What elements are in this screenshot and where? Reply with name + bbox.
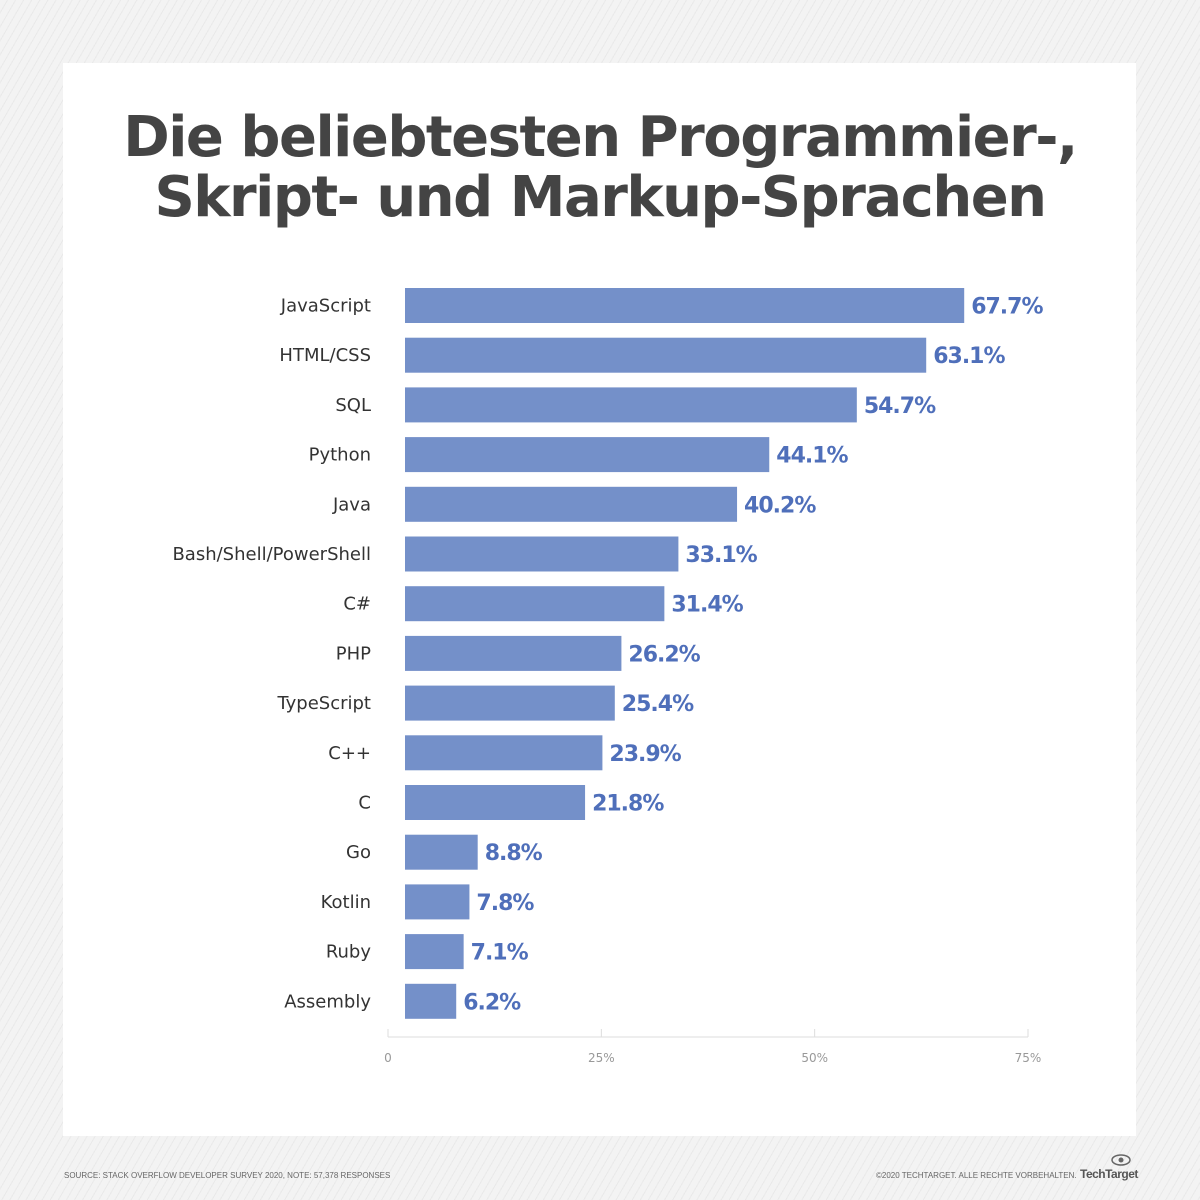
data-label: 8.8% — [485, 841, 543, 866]
bar — [405, 635, 622, 671]
data-label: 33.1% — [685, 543, 757, 568]
bar — [405, 536, 679, 572]
bar — [405, 586, 665, 622]
data-label: 7.1% — [471, 941, 529, 966]
category-label: HTML/CSS — [279, 345, 371, 366]
data-label: 54.7% — [864, 394, 936, 419]
data-label: 63.1% — [933, 344, 1005, 369]
category-label: C++ — [328, 743, 371, 764]
bar — [405, 288, 965, 323]
category-label: TypeScript — [276, 693, 371, 714]
data-label: 31.4% — [671, 593, 743, 618]
data-label: 67.7% — [971, 295, 1043, 320]
techtarget-logo: TechTarget — [1080, 1167, 1138, 1181]
category-label: Java — [332, 494, 371, 515]
bar — [405, 934, 464, 970]
data-label: 26.2% — [628, 642, 700, 667]
bar — [405, 486, 738, 522]
data-label: 6.2% — [463, 990, 521, 1015]
bar — [405, 735, 603, 771]
category-label: JavaScript — [280, 296, 371, 317]
bar — [405, 387, 857, 423]
data-label: 7.8% — [476, 891, 534, 916]
bar — [405, 884, 470, 920]
copyright-note: ©2020 TECHTARGET. ALLE RECHTE VORBEHALTE… — [876, 1171, 1077, 1180]
bar — [405, 834, 478, 870]
data-label: 21.8% — [592, 792, 664, 817]
category-label: C — [358, 793, 371, 814]
bar — [405, 685, 615, 721]
x-tick-label: 25% — [588, 1051, 615, 1065]
techtarget-eye-icon — [1111, 1154, 1131, 1166]
chart-title-line-2: Skript- und Markup-Sprachen — [154, 165, 1047, 230]
data-label: 23.9% — [609, 742, 681, 767]
bar — [405, 785, 586, 820]
category-label: C# — [343, 594, 371, 615]
category-label: PHP — [336, 643, 371, 664]
chart-title-line-1: Die beliebtesten Programmier-, — [123, 105, 1078, 170]
category-label: Go — [346, 842, 371, 863]
data-label: 25.4% — [622, 692, 694, 717]
category-label: Python — [309, 445, 371, 466]
category-label: Assembly — [284, 991, 371, 1012]
bar — [405, 983, 457, 1019]
x-tick-label: 75% — [1015, 1051, 1042, 1065]
category-label: Ruby — [326, 942, 372, 963]
category-label: Bash/Shell/PowerShell — [172, 544, 371, 565]
source-note: SOURCE: STACK OVERFLOW DEVELOPER SURVEY … — [64, 1171, 391, 1180]
category-label: SQL — [335, 395, 371, 416]
x-tick-label: 0 — [384, 1051, 392, 1065]
data-label: 44.1% — [776, 444, 848, 469]
x-tick-label: 50% — [801, 1051, 828, 1065]
chart-title: Die beliebtesten Programmier-, Skript- u… — [0, 108, 1200, 228]
bar — [405, 437, 770, 473]
bar — [405, 337, 927, 373]
data-label: 40.2% — [744, 493, 816, 518]
category-label: Kotlin — [321, 892, 371, 913]
